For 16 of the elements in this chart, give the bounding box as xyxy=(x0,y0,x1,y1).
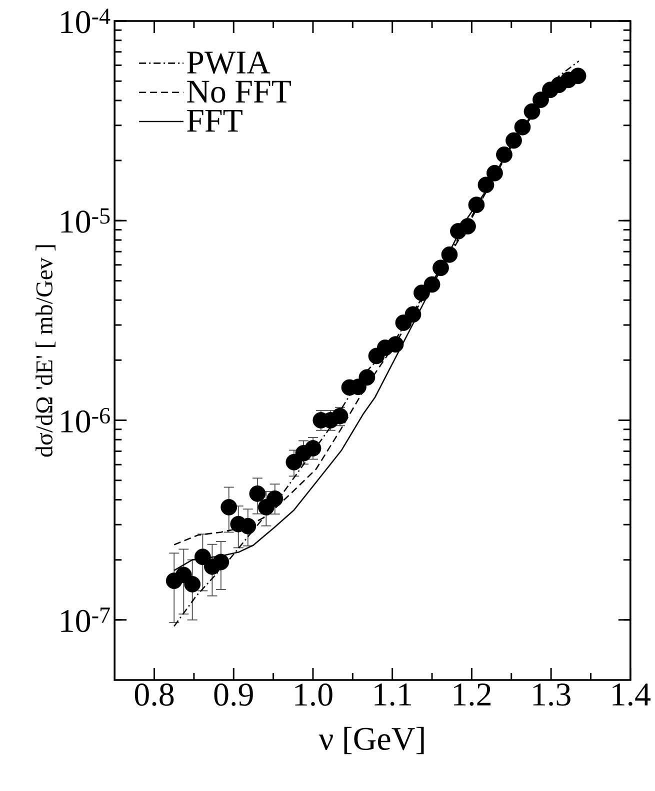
legend-label: FFT xyxy=(187,110,242,132)
x-tick-label: 0.9 xyxy=(214,684,253,706)
x-axis-title: ν [GeV] xyxy=(318,726,424,754)
y-tick-label: 10$^{-4}$ xyxy=(61,8,110,34)
x-tick-label: 1.4 xyxy=(612,684,651,706)
x-tick-label: 1.2 xyxy=(454,684,490,706)
x-tick-label: 1.3 xyxy=(533,684,570,706)
x-tick-label: 1.1 xyxy=(374,684,411,706)
legend-label: No FFT xyxy=(187,80,291,103)
y-axis-title: dσ/dΩ 'dE' [ mb/Gev ] xyxy=(36,245,56,457)
x-tick-label: 0.8 xyxy=(134,684,174,706)
y-tick-label: 10$^{-5}$ xyxy=(61,208,110,233)
y-tick-label: 10$^{-6}$ xyxy=(61,408,110,433)
legend-label: PWIA xyxy=(187,52,270,74)
y-tick-label: 10$^{-7}$ xyxy=(61,608,110,632)
x-tick-label: 1.0 xyxy=(295,684,332,706)
